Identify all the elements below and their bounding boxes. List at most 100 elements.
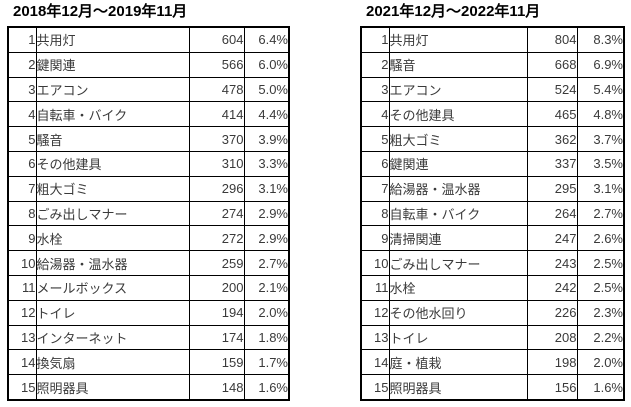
item-name-cell: 共用灯 (388, 26, 528, 53)
rank-cell: 10 (7, 250, 37, 276)
rank-cell: 14 (360, 349, 390, 376)
percent-cell: 2.0% (243, 299, 290, 326)
rank-cell: 8 (360, 200, 390, 227)
percent-cell: 2.5% (576, 250, 625, 276)
count-cell: 148 (188, 374, 245, 401)
count-cell: 310 (188, 150, 245, 177)
table-row: 8 ごみ出しマナー 274 2.9% (7, 200, 290, 227)
count-cell: 414 (188, 101, 245, 128)
table-row: 9 清掃関連 247 2.6% (360, 225, 625, 252)
table-row: 5 粗大ゴミ 362 3.7% (360, 126, 625, 152)
item-name-cell: その他建具 (388, 101, 528, 128)
count-cell: 296 (188, 175, 245, 202)
item-name-cell: 照明器具 (388, 374, 528, 401)
count-cell: 337 (526, 150, 578, 177)
rank-cell: 5 (360, 126, 390, 152)
table-row: 4 その他建具 465 4.8% (360, 101, 625, 128)
ranking-table-2021-2022: 1 共用灯 804 8.3% 2 騒音 668 6.9% 3 エアコン 524 5.4% 4 その他建具 4… (360, 26, 625, 401)
table-title-2018-2019: 2018年12月～2019年11月 (13, 3, 188, 20)
percent-cell: 6.4% (243, 26, 290, 53)
table-panel-2021-2022: 2021年12月～2022年11月 1 共用灯 804 8.3% 2 騒音 668 6.9% 3… (360, 2, 625, 401)
table-row: 4 自転車・バイク 414 4.4% (7, 101, 290, 128)
rank-cell: 6 (7, 150, 37, 177)
count-cell: 259 (188, 250, 245, 276)
percent-cell: 2.0% (576, 349, 625, 376)
item-name-cell: 粗大ゴミ (35, 175, 190, 202)
rank-cell: 2 (7, 51, 37, 78)
item-name-cell: その他水回り (388, 299, 528, 326)
item-name-cell: 給湯器・温水器 (35, 250, 190, 276)
item-name-cell: エアコン (35, 76, 190, 103)
rank-cell: 4 (360, 101, 390, 128)
item-name-cell: 騒音 (35, 126, 190, 152)
count-cell: 478 (188, 76, 245, 103)
item-name-cell: 換気扇 (35, 349, 190, 376)
rank-cell: 15 (360, 374, 390, 401)
rank-cell: 11 (360, 274, 390, 301)
item-name-cell: 共用灯 (35, 26, 190, 53)
item-name-cell: 騒音 (388, 51, 528, 78)
table-row: 9 水栓 272 2.9% (7, 225, 290, 252)
rank-cell: 12 (7, 299, 37, 326)
table-row: 13 トイレ 208 2.2% (360, 324, 625, 351)
percent-cell: 2.5% (576, 274, 625, 301)
rank-cell: 15 (7, 374, 37, 401)
percent-cell: 2.9% (243, 225, 290, 252)
rank-cell: 5 (7, 126, 37, 152)
rank-cell: 7 (7, 175, 37, 202)
ranking-table-2018-2019: 1 共用灯 604 6.4% 2 鍵関連 566 6.0% 3 エアコン 478 5.0% 4 自転車・バ… (7, 26, 290, 401)
rank-cell: 9 (360, 225, 390, 252)
rank-cell: 9 (7, 225, 37, 252)
table-row: 6 鍵関連 337 3.5% (360, 150, 625, 177)
percent-cell: 3.3% (243, 150, 290, 177)
count-cell: 524 (526, 76, 578, 103)
count-cell: 242 (526, 274, 578, 301)
count-cell: 604 (188, 26, 245, 53)
percent-cell: 1.8% (243, 324, 290, 351)
rank-cell: 7 (360, 175, 390, 202)
item-name-cell: 鍵関連 (35, 51, 190, 78)
count-cell: 243 (526, 250, 578, 276)
table-row: 11 メールボックス 200 2.1% (7, 274, 290, 301)
count-cell: 274 (188, 200, 245, 227)
percent-cell: 2.7% (576, 200, 625, 227)
table-row: 2 鍵関連 566 6.0% (7, 51, 290, 78)
percent-cell: 1.6% (243, 374, 290, 401)
count-cell: 194 (188, 299, 245, 326)
percent-cell: 3.1% (243, 175, 290, 202)
item-name-cell: 自転車・バイク (35, 101, 190, 128)
table-row: 10 ごみ出しマナー 243 2.5% (360, 250, 625, 276)
item-name-cell: ごみ出しマナー (388, 250, 528, 276)
percent-cell: 2.2% (576, 324, 625, 351)
item-name-cell: エアコン (388, 76, 528, 103)
item-name-cell: 水栓 (388, 274, 528, 301)
rank-cell: 11 (7, 274, 37, 301)
count-cell: 272 (188, 225, 245, 252)
table-row: 12 トイレ 194 2.0% (7, 299, 290, 326)
percent-cell: 4.8% (576, 101, 625, 128)
table-row: 1 共用灯 804 8.3% (360, 26, 625, 53)
table-row: 1 共用灯 604 6.4% (7, 26, 290, 53)
percent-cell: 2.7% (243, 250, 290, 276)
rank-cell: 10 (360, 250, 390, 276)
count-cell: 295 (526, 175, 578, 202)
item-name-cell: その他建具 (35, 150, 190, 177)
count-cell: 247 (526, 225, 578, 252)
rank-cell: 2 (360, 51, 390, 78)
table-row: 13 インターネット 174 1.8% (7, 324, 290, 351)
table-row: 14 換気扇 159 1.7% (7, 349, 290, 376)
table-row: 7 給湯器・温水器 295 3.1% (360, 175, 625, 202)
percent-cell: 3.5% (576, 150, 625, 177)
table-row: 3 エアコン 478 5.0% (7, 76, 290, 103)
percent-cell: 2.1% (243, 274, 290, 301)
count-cell: 208 (526, 324, 578, 351)
count-cell: 159 (188, 349, 245, 376)
table-row: 11 水栓 242 2.5% (360, 274, 625, 301)
table-row: 3 エアコン 524 5.4% (360, 76, 625, 103)
percent-cell: 2.3% (576, 299, 625, 326)
percent-cell: 5.0% (243, 76, 290, 103)
table-row: 15 照明器具 148 1.6% (7, 374, 290, 401)
table-row: 7 粗大ゴミ 296 3.1% (7, 175, 290, 202)
count-cell: 200 (188, 274, 245, 301)
